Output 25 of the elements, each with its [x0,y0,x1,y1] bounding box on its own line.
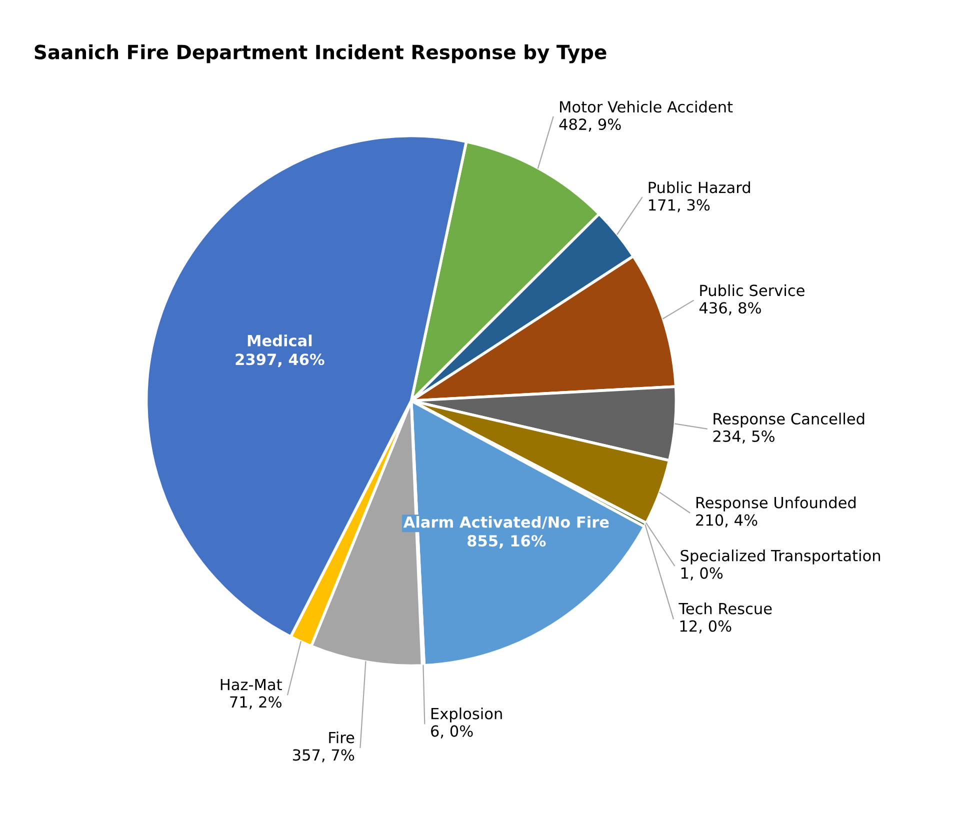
data-label: 6, 0% [431,725,473,738]
chart-title: Saanich Fire Department Incident Response by Type [34,44,606,64]
data-label: 1, 0% [681,567,723,580]
slice-label: Motor Vehicle Accident [560,100,733,113]
slice-label: Alarm Activated/No Fire [403,516,609,530]
data-label: 357, 7% [292,749,354,762]
slice-label: Public Hazard [648,181,750,194]
slice-label: Response Unfounded [696,496,856,512]
data-label: 482, 9% [559,118,621,132]
data-label: 210, 4% [696,514,758,528]
data-label: 71, 2% [230,696,282,710]
data-label: 171, 3% [649,199,710,212]
slice-label: Public Service [700,284,804,296]
data-label: 855, 16% [468,535,546,549]
data-label: 234, 5% [713,430,774,444]
slice-label: Tech Rescue [678,602,772,614]
slice-label: Explosion [431,708,502,722]
data-label: 2397, 46% [236,354,324,368]
slice-label: Medical [248,334,312,346]
slice-label: Response Cancelled [714,412,864,428]
data-label: 436, 8% [699,302,761,316]
slice-label: Specialized Transportation [680,550,880,564]
slice-label: Haz-Mat [220,678,282,690]
data-label: 12, 0% [680,620,732,634]
slice-label: Fire [329,731,354,744]
